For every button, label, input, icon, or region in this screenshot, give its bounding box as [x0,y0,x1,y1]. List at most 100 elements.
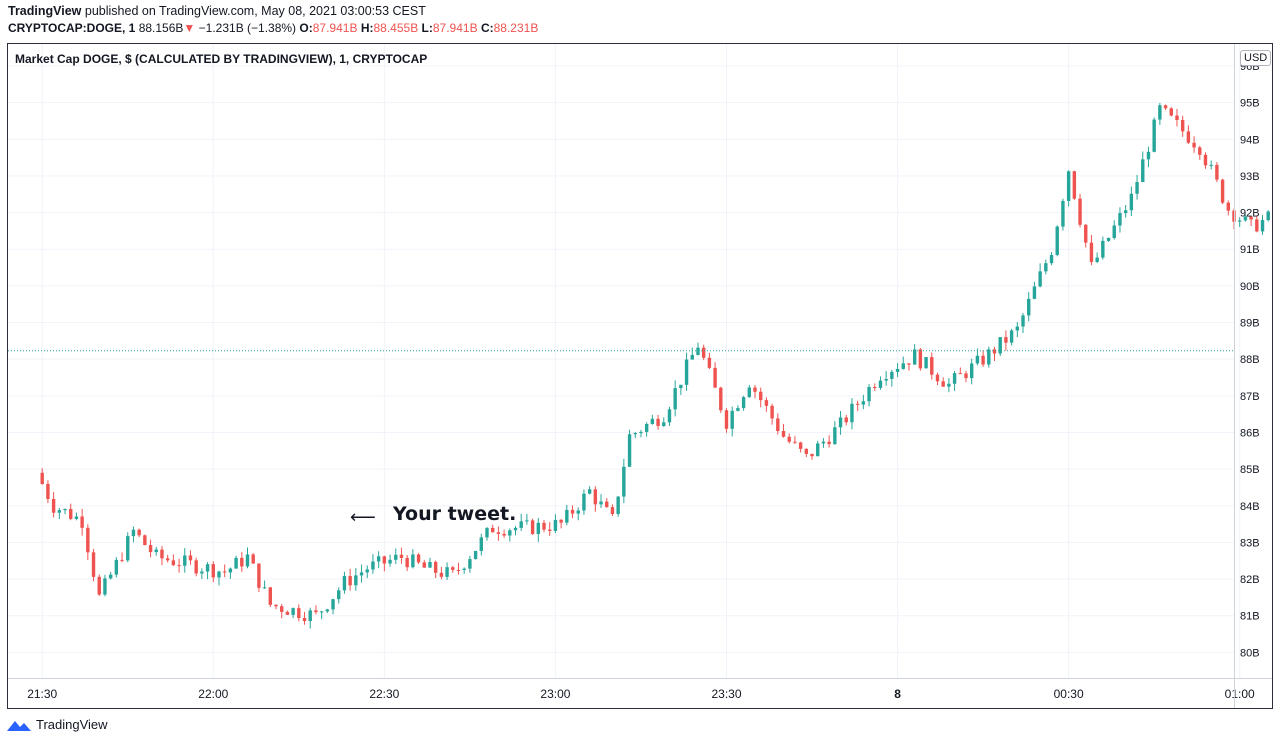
candle-body [987,349,991,365]
candle-body [1061,200,1065,227]
candle-body [126,536,130,561]
candle-body [1169,108,1173,116]
candle-body [1089,242,1094,262]
candle-body [245,554,250,567]
candle [1004,330,1008,351]
candle [1009,328,1014,346]
candle [810,453,814,460]
candle-body [439,572,444,577]
chart-grid [8,44,1241,678]
candle [1198,145,1202,160]
candle [747,384,752,398]
candle-body [1186,131,1191,143]
candle-body [650,418,655,424]
candle [548,522,552,536]
candle-body [1175,115,1179,120]
candle-body [148,545,153,553]
candle [1015,321,1020,338]
candle [485,527,489,541]
candle-body [97,576,101,595]
candle [827,435,831,448]
candle [964,370,968,383]
price-chart[interactable]: 96B95B94B93B92B91B90B89B88B87B86B85B84B8… [8,44,1272,708]
candle [1129,186,1134,217]
candle-body [719,387,723,411]
candle [63,508,67,515]
candle-body [80,516,84,528]
candle [331,598,335,615]
candle [251,553,255,564]
candle-body [1095,257,1099,262]
candle-body [1044,263,1048,272]
candle-body [747,387,752,398]
candle [1180,115,1185,137]
candle [981,350,985,367]
candle-body [194,560,198,574]
candle [1049,252,1054,266]
candle-body [633,433,637,435]
candle [108,571,113,580]
candle [776,413,780,435]
candle [80,508,84,536]
candle-body [513,527,518,531]
candle-body [143,535,147,546]
candle-body [958,373,962,375]
candle-body [1141,159,1145,183]
candle-body [456,569,461,571]
y-tick-label: 89B [1240,318,1260,330]
candle [793,436,797,445]
candle-body [759,391,763,401]
candle [365,565,369,579]
candle-body [1198,147,1202,155]
candle-body [473,550,478,560]
candle-body [86,527,90,553]
candle-body [479,537,483,551]
candle-body [764,400,769,406]
candle-body [1032,286,1037,299]
x-tick-label: 8 [894,687,901,701]
candle-body [519,521,523,528]
candle [890,369,894,387]
candle [1123,204,1128,218]
candle [850,398,854,430]
candle [297,604,301,622]
header-brand: TradingView [8,4,82,18]
candle [1152,117,1156,153]
candle [684,352,689,391]
footer-brand: TradingView [36,717,108,732]
candle-body [627,434,632,467]
open-value: 87.941B [312,21,358,35]
candle [86,524,90,561]
candle [314,605,318,615]
candle-body [416,554,421,563]
candle-body [610,507,615,515]
candle-body [656,418,660,427]
candle [519,513,523,531]
x-tick-label: 22:30 [369,687,399,701]
candle [371,554,375,574]
candle-body [1009,330,1014,343]
candle-body [1226,202,1230,211]
candle [633,431,637,439]
candle-body [787,436,791,442]
y-tick-label: 94B [1240,134,1260,146]
y-tick-label: 92B [1240,208,1260,220]
high-label: H: [360,21,374,35]
candle [422,559,426,568]
candle-body [975,355,980,364]
candle-body [576,510,580,514]
candle-body [103,578,107,595]
candle-body [1260,220,1265,232]
last-value: 88.156B [138,21,184,35]
candle-body [941,381,945,387]
candle [194,557,198,577]
footer-logo[interactable]: TradingView [6,717,108,732]
candle-body [490,527,495,533]
candle-body [582,493,586,511]
currency-button[interactable]: USD [1240,50,1272,66]
candle-body [947,383,951,387]
candle [1101,236,1105,260]
candle [1215,162,1219,183]
candle-body [844,417,848,423]
candle [97,574,101,596]
